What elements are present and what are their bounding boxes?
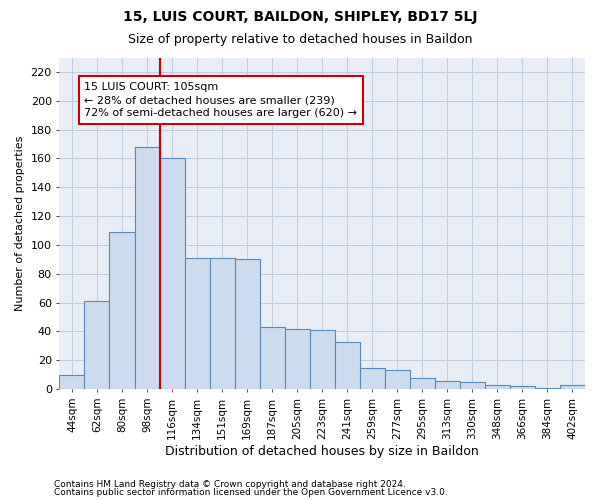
Bar [85, 301, 109, 389]
Bar [385, 370, 410, 389]
Bar [360, 368, 385, 389]
Bar [460, 382, 485, 389]
Bar [560, 385, 585, 389]
Bar [160, 158, 185, 389]
Bar [510, 386, 535, 389]
Bar [335, 342, 360, 389]
Text: Contains public sector information licensed under the Open Government Licence v3: Contains public sector information licen… [54, 488, 448, 497]
Bar [485, 385, 510, 389]
Bar [435, 380, 460, 389]
Text: Contains HM Land Registry data © Crown copyright and database right 2024.: Contains HM Land Registry data © Crown c… [54, 480, 406, 489]
Bar [235, 260, 260, 389]
Bar [59, 375, 85, 389]
Bar [284, 328, 310, 389]
Bar [260, 327, 284, 389]
Bar [109, 232, 134, 389]
Bar [410, 378, 435, 389]
Bar [134, 147, 160, 389]
Bar [185, 258, 209, 389]
Bar [209, 258, 235, 389]
Text: Size of property relative to detached houses in Baildon: Size of property relative to detached ho… [128, 32, 472, 46]
Text: 15 LUIS COURT: 105sqm
← 28% of detached houses are smaller (239)
72% of semi-det: 15 LUIS COURT: 105sqm ← 28% of detached … [85, 82, 358, 118]
Y-axis label: Number of detached properties: Number of detached properties [15, 136, 25, 311]
X-axis label: Distribution of detached houses by size in Baildon: Distribution of detached houses by size … [166, 444, 479, 458]
Bar [310, 330, 335, 389]
Bar [535, 388, 560, 389]
Text: 15, LUIS COURT, BAILDON, SHIPLEY, BD17 5LJ: 15, LUIS COURT, BAILDON, SHIPLEY, BD17 5… [123, 10, 477, 24]
